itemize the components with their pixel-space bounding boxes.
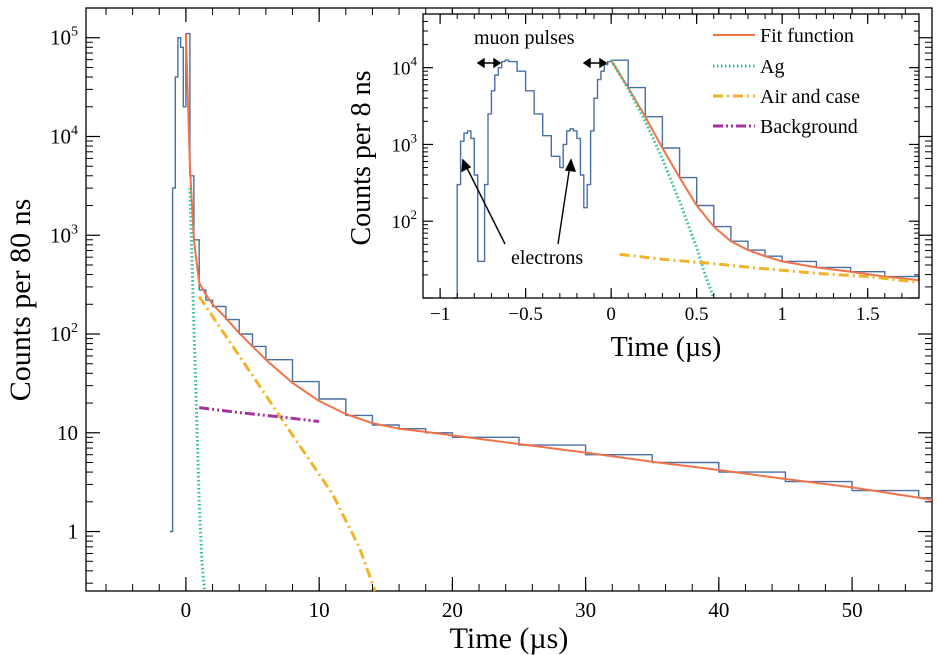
main-series-air-and-case	[197, 295, 377, 592]
main-x-tick-label: 30	[575, 598, 596, 622]
main-x-tick-label: 20	[442, 598, 463, 622]
main-x-tick-label: 0	[181, 598, 192, 622]
legend-item-ag: Ag	[713, 56, 784, 78]
inset-annotations: muon pulses electrons	[461, 27, 608, 269]
inset-x-tick-label: −1	[430, 304, 450, 325]
inset-background	[423, 14, 919, 298]
inset-x-tick-label: 0	[606, 304, 616, 325]
electron-arrow-left	[464, 163, 506, 245]
inset-ticks-layer	[422, 13, 920, 299]
annotation-arrows	[461, 57, 608, 245]
main-series-background	[199, 406, 320, 423]
inset-legend: Fit function Ag Air and case Background	[713, 25, 860, 138]
main-x-tick-label: 50	[842, 598, 863, 622]
main-y-tick-label: 104	[50, 123, 78, 148]
inset-y-tick-label: 102	[392, 207, 418, 233]
legend-label-air: Air and case	[760, 86, 860, 108]
main-y-tick-label: 103	[50, 222, 78, 247]
main-y-tick-label: 1	[68, 520, 79, 544]
inset-series-fit-function	[610, 59, 920, 282]
electron-arrow-right	[557, 164, 571, 245]
main-series-fit-function	[184, 33, 933, 501]
inset-y-tick-label: 103	[392, 130, 418, 156]
main-x-tick-label: 10	[309, 598, 330, 622]
electron-arrowhead-left	[461, 158, 472, 173]
legend-item-background: Background	[713, 116, 858, 138]
inset-series-layer	[453, 59, 920, 299]
inset-x-tick-label: 0.5	[685, 304, 709, 325]
legend-item-fit-function: Fit function	[713, 25, 854, 47]
inset-series-data	[453, 59, 920, 299]
main-series-data	[169, 32, 932, 533]
inset-x-tick-label: 1	[777, 304, 787, 325]
main-y-tick-label: 105	[50, 25, 78, 50]
main-series-layer	[169, 32, 933, 592]
muon-pulses-annotation: muon pulses	[474, 27, 575, 49]
inset-series-air-and-case	[619, 252, 920, 284]
inset-plot: −1 −0.5 0 0.5 1 1.5 102 103 104 Time (µs) Counts…	[346, 13, 920, 363]
inset-x-tick-label: −0.5	[508, 304, 542, 325]
main-plot-frame	[85, 7, 933, 592]
muon-pulse-arrowheads-left	[476, 57, 502, 69]
inset-x-axis-title: Time (µs)	[611, 332, 722, 363]
main-ticks-layer	[86, 7, 933, 591]
inset-y-tick-label: 104	[392, 54, 418, 80]
main-y-axis-title: Counts per 80 ns	[4, 199, 37, 402]
muon-pulse-arrowheads-right	[582, 57, 608, 69]
electron-arrowhead-right	[564, 158, 577, 172]
legend-label-ag: Ag	[760, 56, 784, 78]
legend-label-background: Background	[760, 116, 858, 138]
electrons-annotation: electrons	[511, 247, 583, 269]
main-y-tick-label: 10	[57, 421, 78, 445]
legend-label-fit: Fit function	[760, 25, 854, 47]
inset-tick-labels-layer: −1 −0.5 0 0.5 1 1.5 102 103 104	[392, 54, 880, 325]
inset-y-axis-title: Counts per 8 ns	[346, 71, 377, 246]
main-x-axis-title: Time (µs)	[450, 622, 569, 655]
inset-x-tick-label: 1.5	[856, 304, 880, 325]
legend-item-air-and-case: Air and case	[713, 86, 860, 108]
main-x-tick-label: 40	[708, 598, 729, 622]
main-y-tick-label: 102	[50, 321, 78, 346]
